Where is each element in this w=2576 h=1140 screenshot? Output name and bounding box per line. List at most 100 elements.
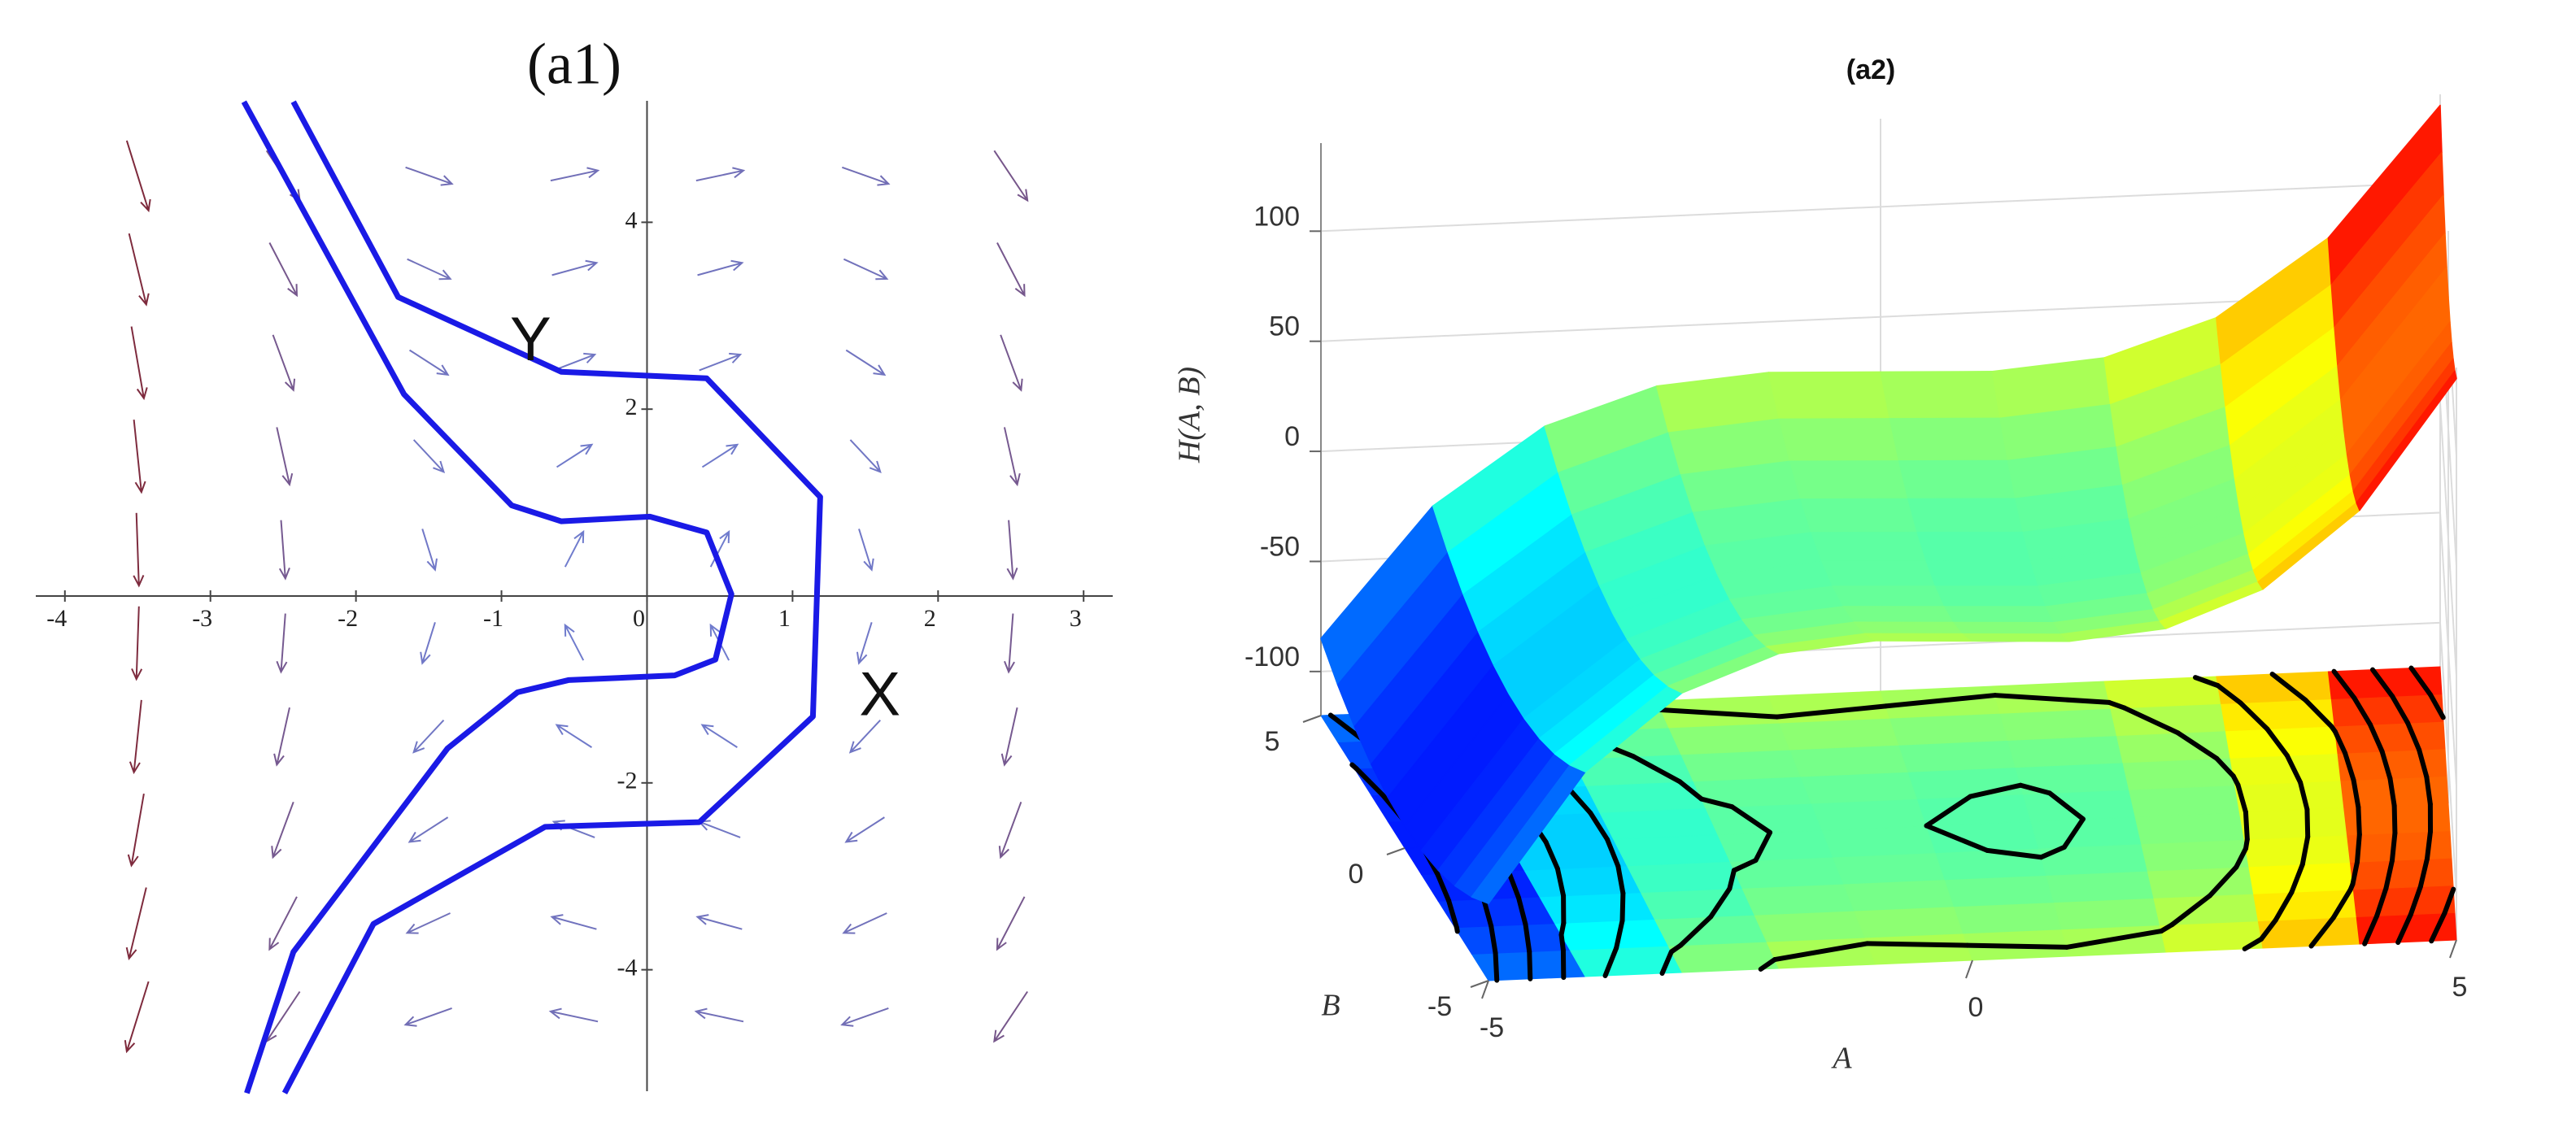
floor-cell: [2349, 857, 2454, 890]
x-tick: [1481, 980, 1489, 999]
contour-line: [1678, 914, 1714, 948]
y-tick-label: -2: [617, 768, 637, 794]
floor-cell: [1554, 918, 1669, 951]
floor-cell: [2234, 780, 2345, 813]
x-tick-label: -4: [46, 605, 67, 632]
floor-cell: [1907, 767, 2025, 799]
floor-cell: [1864, 933, 1973, 965]
contour-line: [2299, 834, 2311, 867]
field-arrow: [996, 242, 1026, 298]
field-arrow: [993, 150, 1029, 202]
contour-line: [1489, 923, 1498, 956]
floor-cell: [1754, 910, 1866, 942]
contour-line: [2169, 893, 2212, 928]
surface-patch: [1832, 585, 1946, 607]
floor-cell: [2334, 720, 2446, 755]
surface-patch: [1767, 371, 1891, 420]
orbit-curve: [241, 100, 734, 1094]
contour-line: [1708, 885, 1733, 920]
y-tick-label: -4: [617, 955, 637, 981]
x-tick-label: -5: [1480, 1012, 1504, 1043]
x-tick-label: 0: [1968, 992, 1984, 1023]
contour-line: [2343, 751, 2356, 783]
contour-line: [2355, 832, 2362, 865]
annotation: X: [859, 659, 900, 729]
contour-line: [1446, 898, 1459, 930]
contour-line: [1588, 810, 1611, 842]
contour-line: [1349, 762, 1359, 772]
contour-line: [2417, 747, 2430, 780]
contour-line: [2273, 890, 2295, 923]
field-arrow: [553, 352, 597, 372]
contour-line: [2304, 807, 2311, 840]
x-tick-label: -1: [483, 605, 503, 632]
contour-line: [1481, 896, 1494, 929]
contour-line: [2442, 886, 2456, 916]
field-arrow: [405, 166, 454, 186]
field-arrow: [124, 981, 150, 1054]
field-arrow: [695, 167, 746, 182]
contour-line: [1543, 839, 1560, 872]
floor-cell: [1680, 749, 1802, 782]
field-arrow: [125, 887, 147, 961]
contour-line: [2383, 858, 2395, 891]
field-arrow: [842, 166, 891, 186]
field-arrow: [128, 233, 150, 307]
floor-cell: [1778, 717, 1900, 751]
field-arrow: [133, 420, 146, 494]
field-arrow: [1003, 427, 1021, 487]
contour-line: [1614, 918, 1625, 951]
field-arrow: [697, 259, 744, 276]
contour-line: [2387, 776, 2397, 808]
floor-cell: [2243, 834, 2351, 868]
field-arrow: [268, 896, 298, 951]
contour-line: [1605, 837, 1621, 869]
floor-cell: [1800, 771, 1918, 804]
contour-line: [1924, 794, 1973, 829]
field-arrow: [133, 512, 145, 588]
surface-patch: [1962, 633, 2070, 642]
field-arrow: [551, 259, 599, 276]
chart-title: (a1): [527, 32, 621, 97]
floor-cell: [2134, 811, 2245, 845]
contour-line: [2379, 749, 2393, 781]
surface-patch: [1953, 621, 2063, 635]
field-arrow: [276, 427, 294, 487]
field-arrow: [129, 699, 142, 775]
surface-patch: [1898, 459, 2016, 500]
surface-patch: [1789, 460, 1909, 500]
contour-line: [1698, 796, 1735, 810]
field-arrow: [694, 1007, 744, 1023]
contour-line: [2389, 830, 2398, 864]
field-arrow: [405, 912, 451, 934]
surface-patch: [1889, 417, 2009, 462]
field-arrow: [548, 1007, 599, 1023]
x-tick-label: 5: [2452, 972, 2468, 1003]
contour-line: [1758, 957, 1777, 972]
field-arrow: [993, 990, 1028, 1043]
surface-patch: [1880, 371, 2001, 420]
floor-cell: [1889, 712, 2009, 746]
contour-line: [1883, 693, 1998, 709]
field-arrow: [271, 801, 294, 859]
field-arrow: [1006, 520, 1018, 581]
contour-line: [1677, 779, 1704, 802]
field-arrow: [556, 443, 594, 468]
floor-cell: [2330, 694, 2444, 727]
field-arrow: [420, 622, 436, 665]
floor-cell: [1821, 825, 1937, 858]
field-arrow: [998, 801, 1022, 859]
z-axis-label: H(A, B): [1173, 367, 1207, 463]
contour-line: [2259, 917, 2278, 942]
field-arrow: [701, 443, 739, 468]
field-arrow: [697, 820, 741, 838]
contour-line: [2018, 782, 2052, 796]
contour-line: [2214, 755, 2236, 779]
contour-line: [2408, 884, 2423, 917]
field-arrow: [996, 896, 1026, 951]
field-arrow: [125, 140, 151, 213]
contour-line: [2234, 846, 2249, 870]
contour-line: [2243, 809, 2250, 842]
field-arrow: [844, 816, 885, 843]
